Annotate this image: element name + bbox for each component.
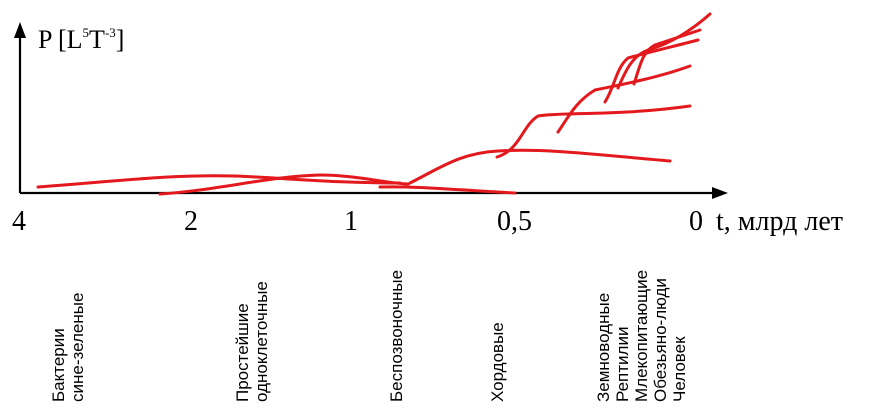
group-label-apemen: Обезьяно-люди [651,278,670,402]
evolution-curves [38,14,710,194]
y-axis-title: P [L5T-3] [38,25,124,54]
group-label-mammals: Млекопитающие [632,270,651,402]
y-axis-title-main: P [L [38,25,83,54]
curve-protozoa [160,175,408,194]
curve-human [618,14,710,88]
x-axis-arrow [712,187,728,199]
y-axis-title-end: ] [116,25,125,54]
group-label-amphibians: Земноводные [594,293,613,402]
x-tick-labels: 4 2 1 0,5 0 [12,206,703,237]
curve-apemen [634,30,700,84]
x-tick-label-0-5: 0,5 [497,206,532,237]
group-label-unicellular: одноклеточные [252,281,271,402]
group-label-chordates: Хордовые [488,322,507,402]
group-label-human: Человек [670,336,689,402]
x-axis-title: t, млрд лет [716,206,843,237]
curve-chordates [410,150,670,183]
x-tick-label-1: 1 [344,206,358,237]
y-axis-arrow [14,22,26,38]
group-labels: Бактерии сине-зеленые Простейшие однокле… [49,270,689,402]
x-tick-label-4: 4 [12,206,26,237]
group-label-invertebrates: Беспозвоночные [387,270,406,402]
x-tick-label-0: 0 [689,206,703,237]
y-axis-title-time: T [89,25,105,54]
group-label-bacteria: Бактерии [49,328,68,402]
y-axis-title-exponent-time: -3 [105,25,116,40]
group-label-blue-green: сине-зеленые [68,293,87,402]
group-label-protozoa: Простейшие [233,303,252,402]
group-label-reptiles: Рептилии [613,327,632,402]
x-tick-label-2: 2 [184,206,198,237]
